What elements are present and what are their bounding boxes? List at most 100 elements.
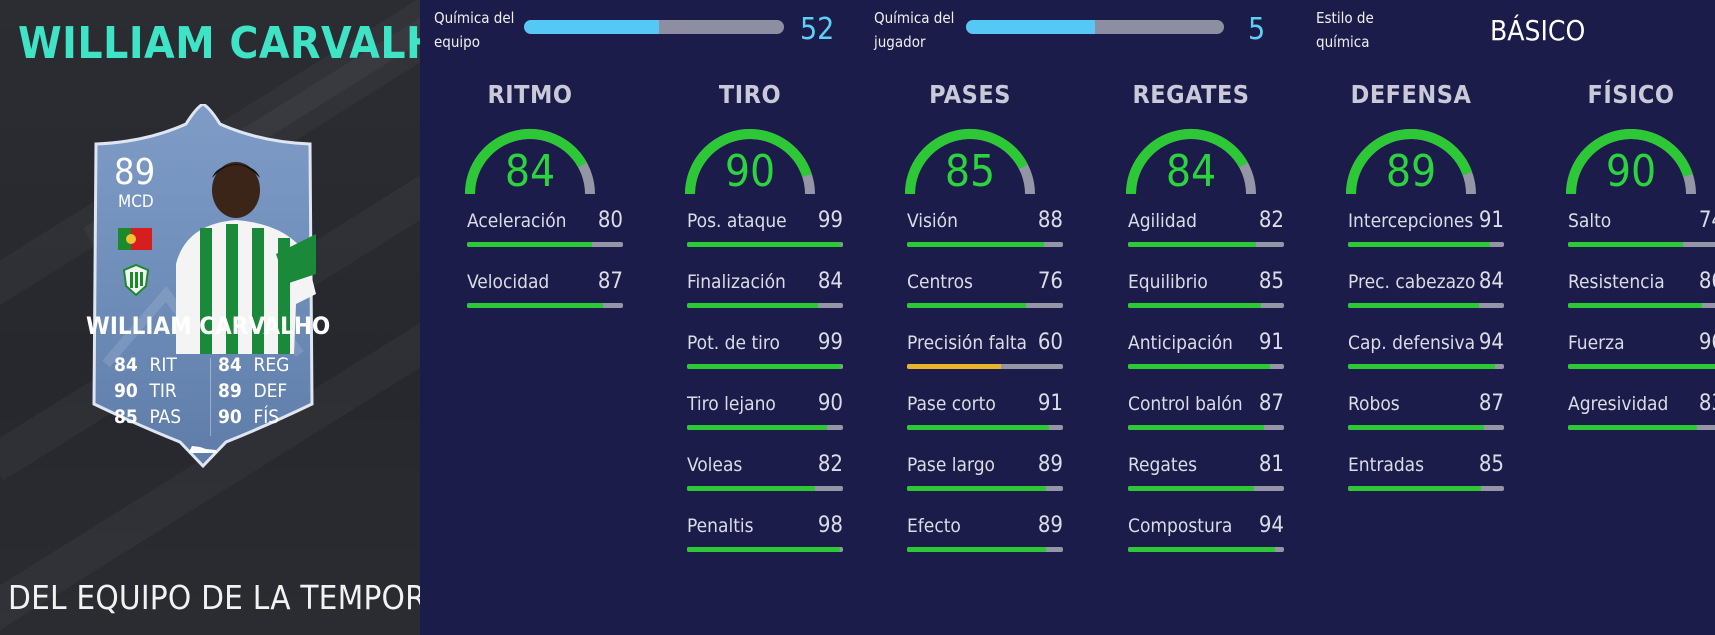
attribute-row[interactable]: Compostura 94 xyxy=(1128,513,1284,565)
attribute-row[interactable]: Aceleración 80 xyxy=(467,208,623,260)
attribute-bar-fill xyxy=(467,303,603,308)
category-gauge xyxy=(1566,129,1696,195)
attribute-name: Salto xyxy=(1568,210,1612,232)
team-chemistry-bar xyxy=(524,20,784,34)
attribute-row[interactable]: Finalización 84 xyxy=(687,269,843,321)
attribute-row[interactable]: Control balón 87 xyxy=(1128,391,1284,443)
attribute-name: Pase largo xyxy=(907,454,996,476)
attribute-row[interactable]: Pase corto 91 xyxy=(907,391,1063,443)
attribute-row[interactable]: Centros 76 xyxy=(907,269,1063,321)
card-stat: 85 PAS xyxy=(114,406,182,428)
attribute-bar xyxy=(1568,425,1715,430)
attribute-row[interactable]: Entradas 85 xyxy=(1348,452,1504,504)
card-player-name: WILLIAM CARVALHO xyxy=(86,312,331,340)
attribute-row[interactable]: Intercepciones 91 xyxy=(1348,208,1504,260)
attribute-bar-fill xyxy=(467,242,592,247)
attribute-bar-fill xyxy=(1568,425,1698,430)
attribute-value: 82 xyxy=(1258,208,1284,233)
attribute-row[interactable]: Pase largo 89 xyxy=(907,452,1063,504)
attribute-row[interactable]: Fuerza 96 xyxy=(1568,330,1715,382)
team-chemistry-bar-fill xyxy=(524,20,660,34)
attribute-name: Precisión falta xyxy=(907,332,1028,354)
attribute-row[interactable]: Tiro lejano 90 xyxy=(687,391,843,443)
category-gauge xyxy=(1346,129,1476,195)
attribute-bar-fill xyxy=(1128,547,1275,552)
attribute-value: 99 xyxy=(817,208,843,233)
attribute-row[interactable]: Resistencia 86 xyxy=(1568,269,1715,321)
attribute-bar xyxy=(1128,364,1284,369)
attribute-row[interactable]: Visión 88 xyxy=(907,208,1063,260)
attribute-bar-fill xyxy=(1128,364,1270,369)
attribute-bar xyxy=(1128,242,1284,247)
attribute-bar-fill xyxy=(1128,303,1261,308)
attribute-row[interactable]: Pot. de tiro 99 xyxy=(687,330,843,382)
boot-icon xyxy=(189,446,217,453)
attribute-bar-fill xyxy=(907,547,1046,552)
attribute-value: 87 xyxy=(1478,391,1504,416)
attribute-row[interactable]: Velocidad 87 xyxy=(467,269,623,321)
category-gauge xyxy=(465,129,595,195)
attribute-row[interactable]: Prec. cabezazo 84 xyxy=(1348,269,1504,321)
attribute-bar-fill xyxy=(907,364,1001,369)
attribute-bar xyxy=(1568,364,1715,369)
attribute-row[interactable]: Efecto 89 xyxy=(907,513,1063,565)
attribute-row[interactable]: Regates 81 xyxy=(1128,452,1284,504)
portugal-flag-icon xyxy=(118,228,152,250)
category-name: RITMO xyxy=(487,80,573,109)
attribute-name: Pot. de tiro xyxy=(687,332,780,354)
gauge-fill xyxy=(905,129,1028,195)
attribute-bar xyxy=(907,547,1063,552)
category-value: 84 xyxy=(1165,146,1217,197)
attribute-name: Pos. ataque xyxy=(687,210,787,232)
attribute-name: Regates xyxy=(1128,454,1197,476)
attribute-name: Entradas xyxy=(1348,454,1425,476)
attribute-bar-fill xyxy=(687,364,842,369)
attribute-bar xyxy=(687,547,843,552)
player-panel: WILLIAM CARVALHO 89 MCD xyxy=(0,0,420,635)
attribute-bar-fill xyxy=(687,242,842,247)
attribute-bar xyxy=(1348,486,1504,491)
attribute-row[interactable]: Anticipación 91 xyxy=(1128,330,1284,382)
attribute-bar-fill xyxy=(907,242,1045,247)
attribute-bar xyxy=(1128,425,1284,430)
attribute-bar-fill xyxy=(1348,242,1490,247)
attribute-name: Visión xyxy=(907,210,958,232)
attribute-row[interactable]: Agresividad 83 xyxy=(1568,391,1715,443)
attribute-value: 85 xyxy=(1258,269,1284,294)
attribute-bar xyxy=(1128,303,1284,308)
attribute-row[interactable]: Robos 87 xyxy=(1348,391,1504,443)
attribute-name: Efecto xyxy=(907,515,961,537)
player-chemistry-bar xyxy=(966,20,1224,34)
club-crest-icon xyxy=(122,264,150,296)
attribute-bar-fill xyxy=(1348,486,1481,491)
chemistry-style[interactable]: Estilo de química BÁSICO xyxy=(1316,6,1696,62)
attribute-row[interactable]: Equilibrio 85 xyxy=(1128,269,1284,321)
card-stats-right: 84 REG 89 DEF 90 FÍS xyxy=(218,354,308,432)
card-stat-divider xyxy=(210,358,211,436)
card-stat: 89 DEF xyxy=(218,380,288,402)
attribute-row[interactable]: Precisión falta 60 xyxy=(907,330,1063,382)
attribute-name: Control balón xyxy=(1128,393,1243,415)
attribute-bar xyxy=(687,303,843,308)
attribute-name: Anticipación xyxy=(1128,332,1233,354)
attribute-bar xyxy=(907,303,1063,308)
player-card[interactable]: 89 MCD WILL xyxy=(86,104,331,472)
attribute-row[interactable]: Cap. defensiva 94 xyxy=(1348,330,1504,382)
attribute-row[interactable]: Agilidad 82 xyxy=(1128,208,1284,260)
attribute-value: 87 xyxy=(597,269,623,294)
attribute-bar-fill xyxy=(1568,303,1703,308)
category-gauge xyxy=(905,129,1035,195)
attribute-row[interactable]: Salto 74 xyxy=(1568,208,1715,260)
attribute-bar-fill xyxy=(907,303,1026,308)
attribute-row[interactable]: Penaltis 98 xyxy=(687,513,843,565)
attribute-value: 91 xyxy=(1478,208,1504,233)
attribute-bar xyxy=(907,242,1063,247)
player-chemistry: Química del jugador 5 xyxy=(874,6,1274,62)
attribute-row[interactable]: Voleas 82 xyxy=(687,452,843,504)
attribute-row[interactable]: Pos. ataque 99 xyxy=(687,208,843,260)
attribute-bar xyxy=(467,242,623,247)
attribute-name: Intercepciones xyxy=(1348,210,1474,232)
attribute-bar-fill xyxy=(687,486,815,491)
attribute-name: Prec. cabezazo xyxy=(1348,271,1476,293)
category-name: DEFENSA xyxy=(1350,80,1472,109)
